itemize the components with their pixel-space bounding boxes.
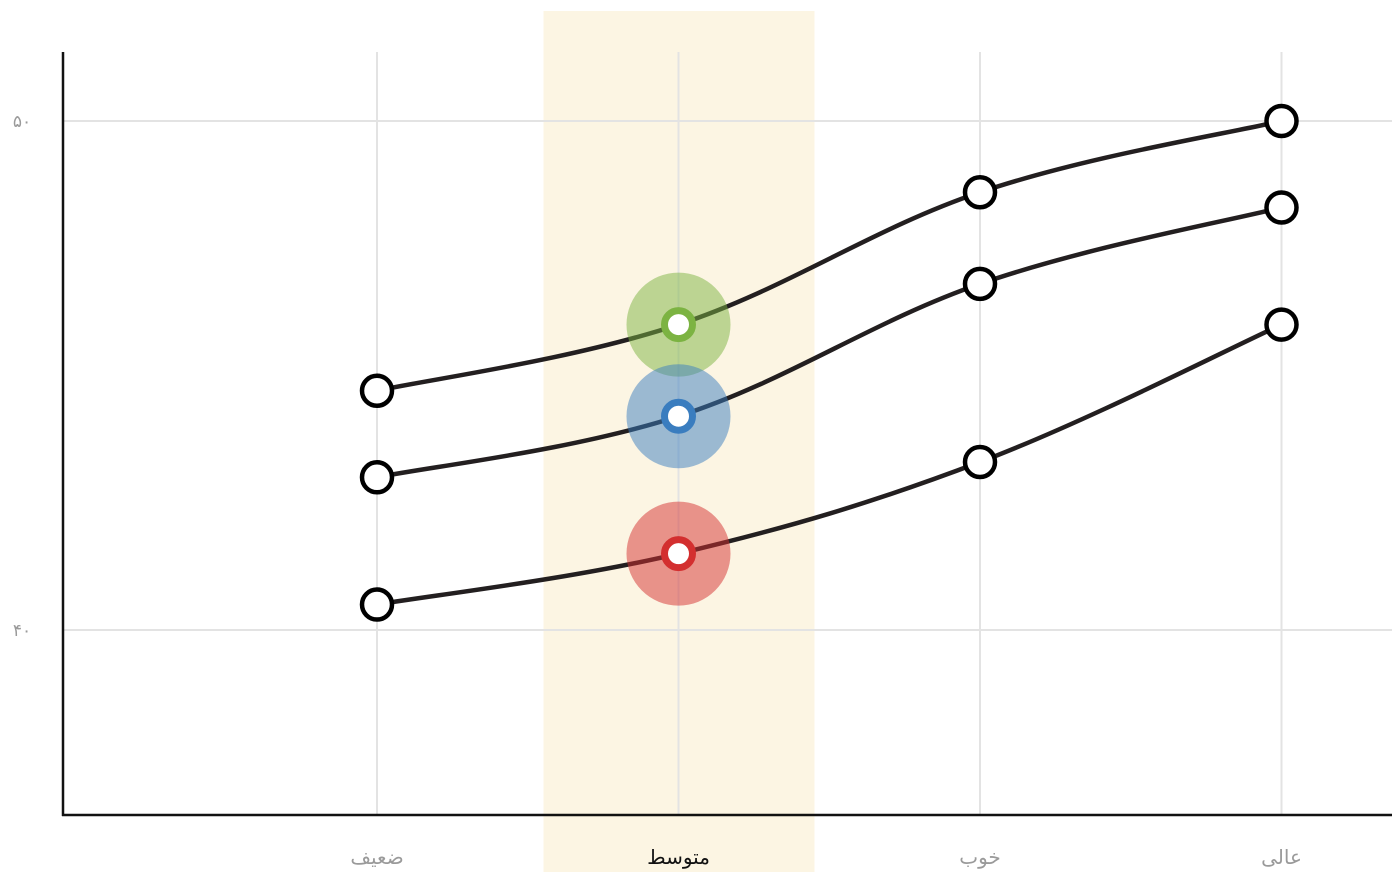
- series-lines-layer: [374, 118, 1284, 607]
- data-point: [1264, 190, 1299, 225]
- axis-layer: [61, 52, 1392, 817]
- data-point: [1264, 103, 1299, 139]
- points-layer: [359, 103, 1299, 622]
- series-line: [374, 118, 1284, 394]
- data-point: [359, 587, 395, 622]
- highlighted-data-point: [661, 536, 696, 572]
- data-point: [962, 266, 998, 302]
- data-point: [359, 373, 395, 409]
- highlighted-data-point: [661, 398, 696, 434]
- x-tick-label: ضعیف: [350, 845, 403, 869]
- data-point: [962, 444, 998, 480]
- x-tick-label: عالی: [1261, 845, 1302, 869]
- y-tick-label: ۴۰: [13, 621, 31, 641]
- data-point: [962, 175, 998, 210]
- y-tick-label: ۵۰: [13, 112, 31, 132]
- data-point: [359, 460, 395, 495]
- highlighted-data-point: [661, 307, 696, 343]
- series-line: [374, 322, 1284, 607]
- x-tick-label: خوب: [959, 845, 1001, 869]
- data-point: [1264, 307, 1299, 342]
- tick-label-layer: ۴۰ ۵۰ ضعیف متوسط خوب عالی: [13, 112, 1302, 869]
- series-line: [374, 205, 1284, 480]
- x-tick-label: متوسط: [647, 845, 710, 869]
